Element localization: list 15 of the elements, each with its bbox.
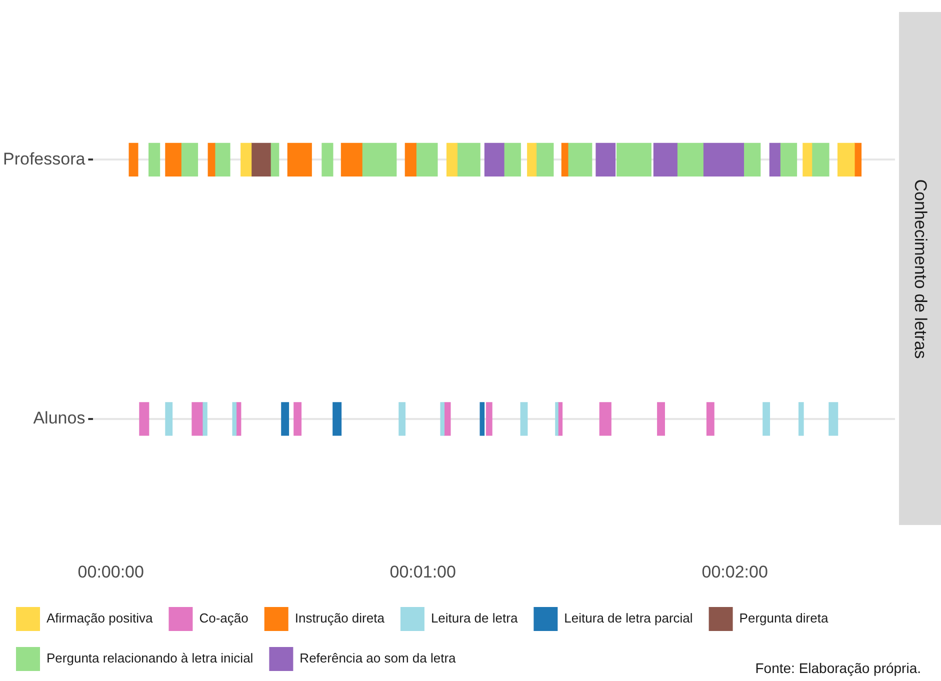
x-tick-label: 00:02:00 [702, 562, 768, 582]
legend-label: Leitura de letra parcial [564, 610, 693, 626]
y-tick-label: Alunos [33, 408, 86, 428]
x-tick-label: 00:01:00 [390, 562, 456, 582]
legend-label: Pergunta direta [739, 610, 829, 626]
x-tick-label: 00:00:00 [78, 562, 144, 582]
legend-label: Instrução direta [294, 610, 386, 626]
legend-label: Co-ação [199, 610, 248, 626]
y-tick-label: Professora [3, 149, 86, 168]
legend-label: Pergunta relacionando à letra inicial [46, 650, 254, 666]
legend-label: Leitura de letra [430, 610, 518, 626]
text: Conhecimento de letras [910, 178, 930, 358]
legend-label: Referência ao som da letra [300, 650, 457, 666]
source-note: Fonte: Elaboração própria. [755, 660, 921, 676]
legend-label: Afirmação positiva [46, 610, 154, 626]
